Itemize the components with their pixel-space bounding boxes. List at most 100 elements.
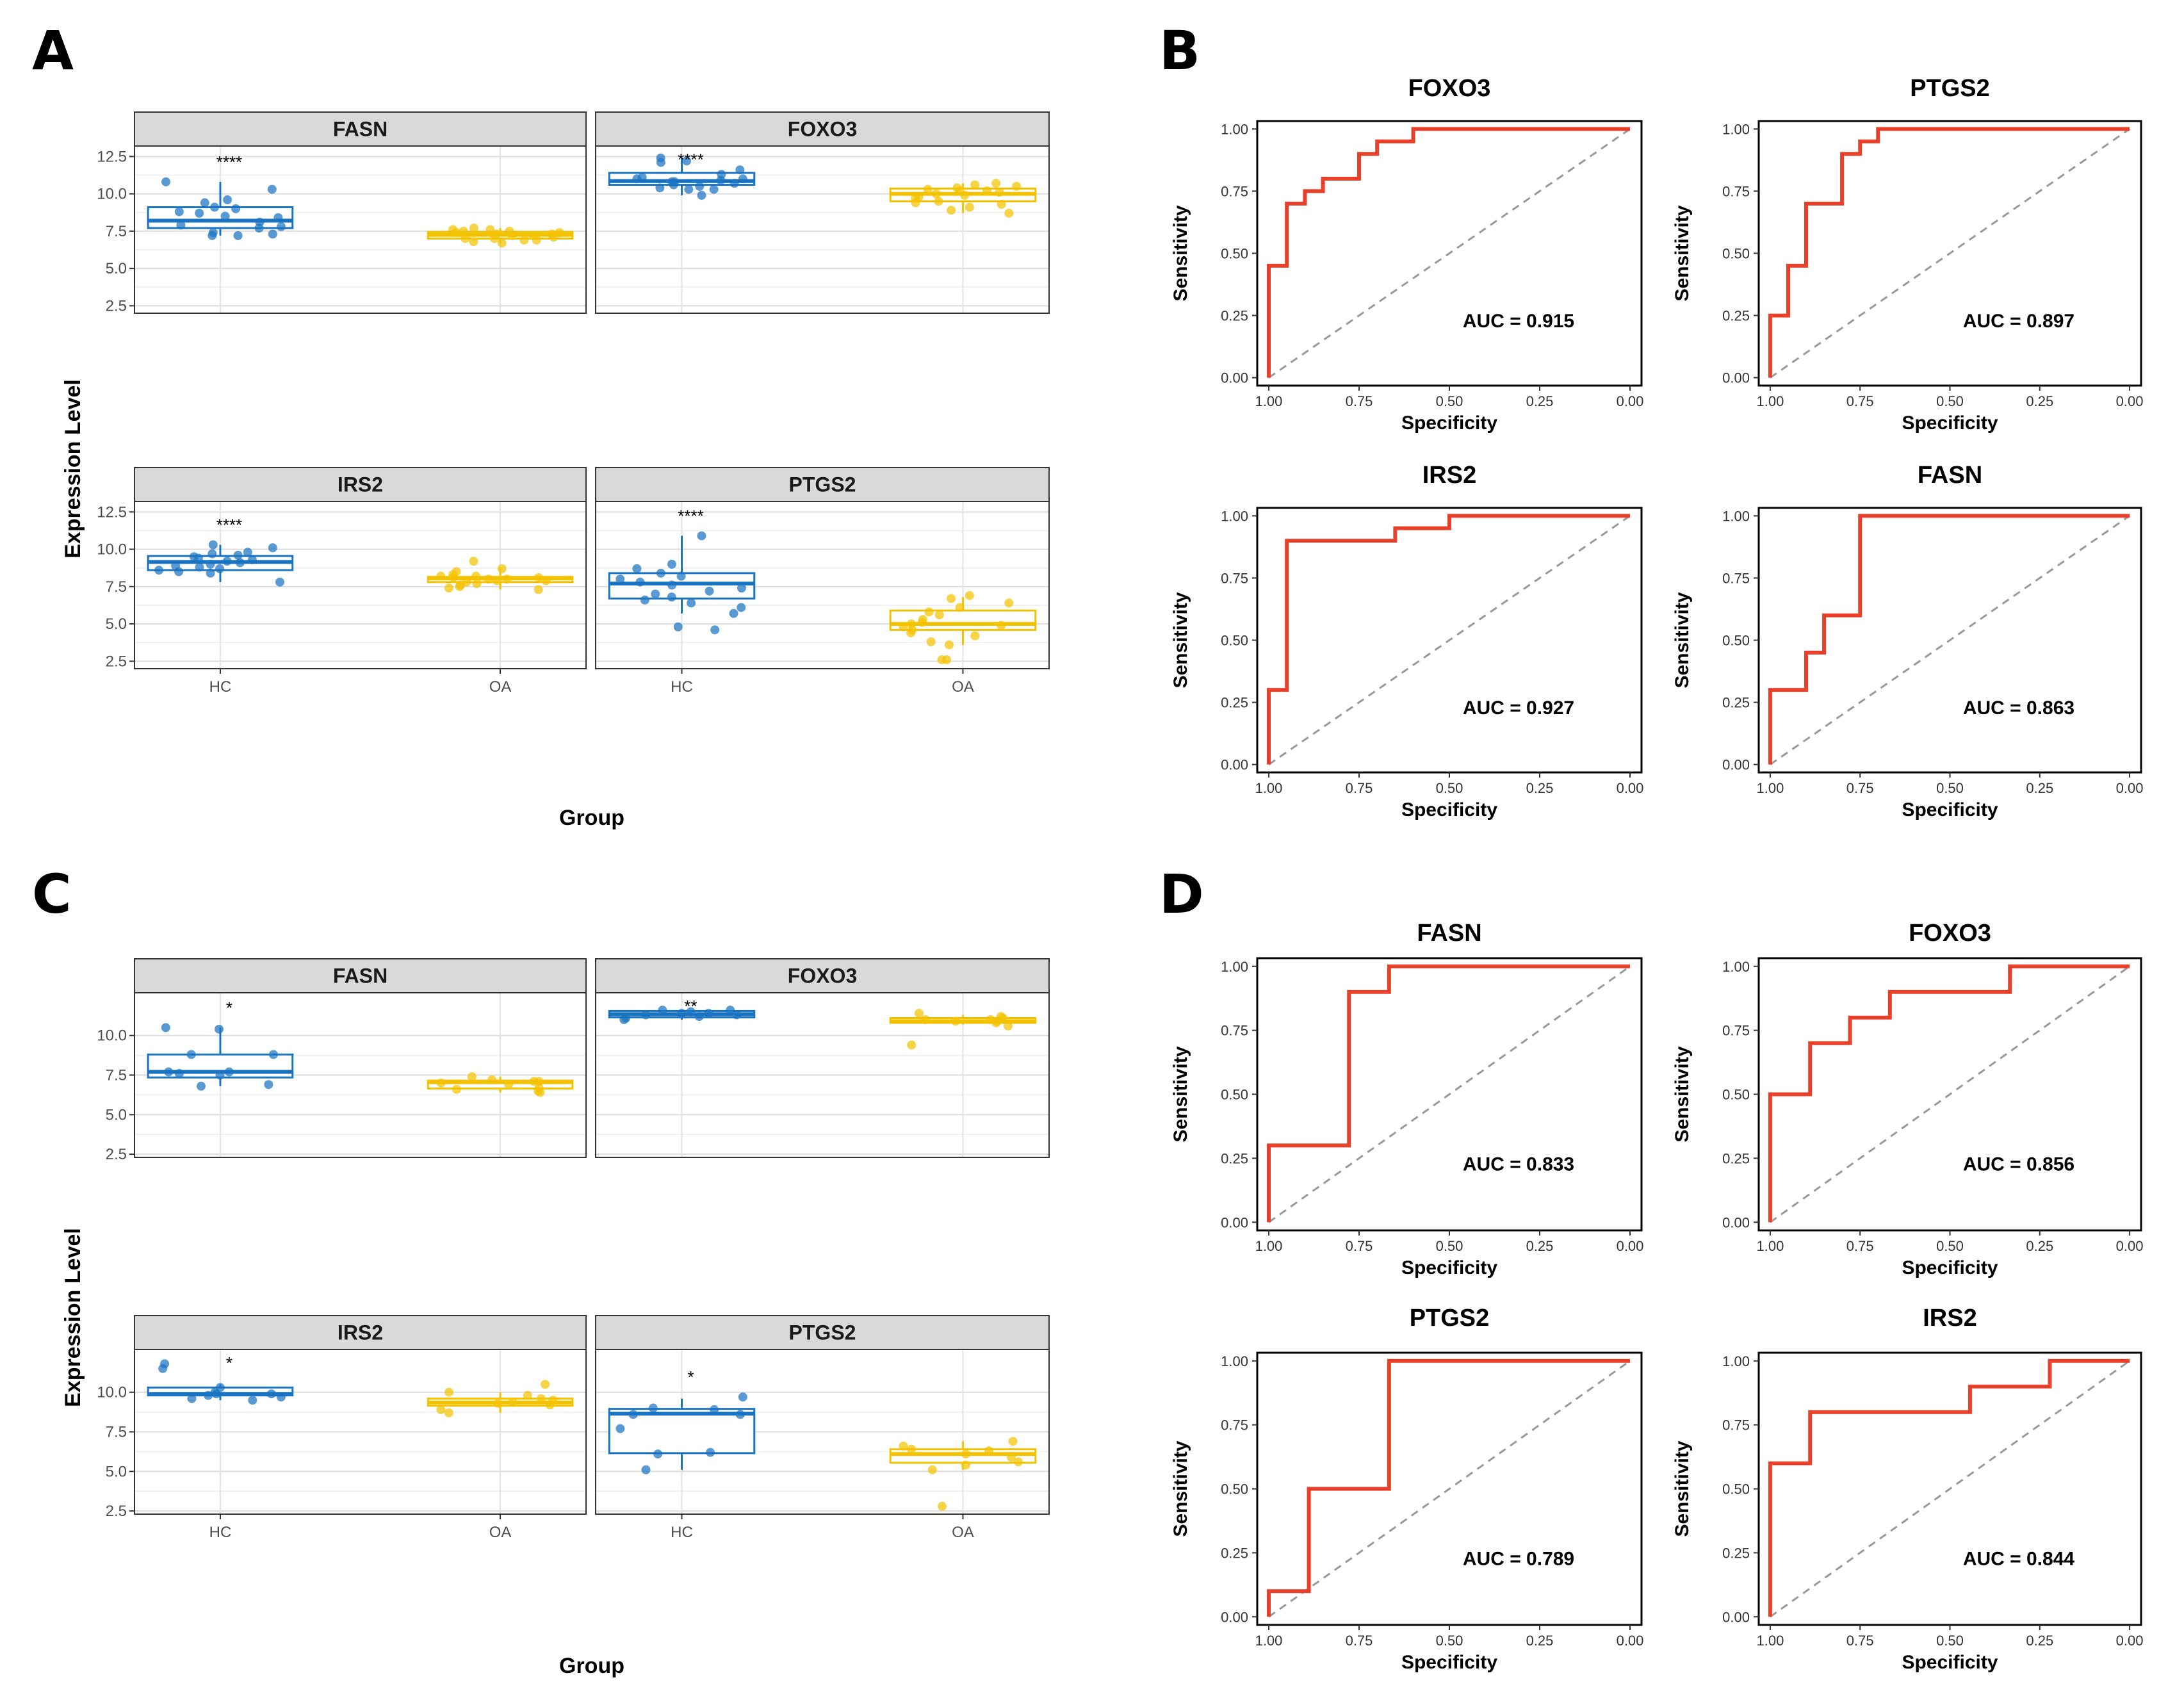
data-point (264, 1080, 273, 1089)
panel-label-C: C (32, 863, 72, 926)
facet-background (596, 146, 1049, 313)
y-tick-label: 0.25 (1722, 308, 1750, 324)
y-tick-label: 0.00 (1722, 1609, 1750, 1625)
data-point (508, 1397, 517, 1407)
data-point (951, 1016, 961, 1026)
data-point (667, 177, 676, 186)
x-tick-label: 0.50 (1436, 780, 1463, 796)
auc-label: AUC = 0.844 (1963, 1549, 2075, 1570)
y-tick-label: 7.5 (106, 1424, 127, 1441)
x-tick-label: 1.00 (1756, 780, 1784, 796)
x-tick-label: OA (952, 1524, 974, 1541)
box-hc (608, 153, 756, 200)
x-tick-label: 0.50 (1436, 1633, 1463, 1649)
data-point (676, 571, 686, 581)
data-point (1003, 1021, 1013, 1031)
y-tick-label: 0.25 (1722, 695, 1750, 711)
y-axis-title: Sensitivity (1170, 205, 1191, 301)
reference-diagonal (1268, 128, 1631, 379)
y-tick-label: 10.0 (97, 1384, 127, 1401)
roc-curve (1267, 964, 1630, 1223)
data-point (208, 540, 218, 550)
facet-title: PTGS2 (789, 473, 856, 496)
data-point (955, 186, 965, 195)
data-point (211, 1389, 221, 1399)
data-point (189, 552, 199, 562)
data-point (235, 558, 245, 567)
box-oa (427, 1072, 574, 1097)
y-tick-label: 0.75 (1221, 1417, 1248, 1433)
x-tick-label: OA (489, 1524, 512, 1541)
data-point (947, 594, 956, 603)
data-point (448, 225, 458, 234)
data-point (208, 231, 217, 240)
y-tick-label: 5.0 (106, 616, 127, 633)
roc-curve (1768, 964, 2130, 1223)
x-axis-title: Group (559, 806, 624, 830)
facet-ptgs2: PTGS2 * HC OA (595, 1315, 1050, 1541)
auc-label: AUC = 0.863 (1963, 698, 2074, 719)
facet-strip (134, 467, 587, 502)
facet-title: IRS2 (338, 473, 383, 496)
roc-title: FASN (1417, 920, 1481, 947)
panel-label-B: B (1159, 19, 1200, 82)
x-tick-label: 0.75 (1846, 1633, 1874, 1649)
data-point (452, 1084, 461, 1094)
reference-diagonal (1268, 515, 1631, 765)
data-point (233, 231, 243, 240)
data-point (537, 1394, 546, 1403)
reference-diagonal (1770, 128, 2130, 379)
x-tick-label: 0.50 (1936, 393, 1964, 409)
facet-title: FASN (333, 965, 387, 988)
box-oa (427, 1380, 574, 1417)
data-point (436, 571, 446, 581)
x-tick-label: HC (671, 678, 693, 696)
data-point (523, 1391, 532, 1400)
y-tick-label: 0.25 (1221, 1150, 1248, 1166)
data-point (682, 156, 692, 166)
roc-title: IRS2 (1923, 1305, 1976, 1332)
x-tick-label: 0.50 (1436, 1238, 1463, 1254)
x-tick-label: 0.75 (1846, 780, 1874, 796)
data-point (541, 576, 551, 585)
y-tick-label: 0.75 (1221, 1023, 1248, 1039)
data-point (436, 1078, 446, 1088)
x-tick-label: OA (952, 678, 974, 696)
data-point (984, 1446, 993, 1456)
data-point (737, 603, 746, 612)
box-oa (889, 179, 1037, 218)
y-tick-label: 1.00 (1221, 121, 1248, 137)
data-point (942, 655, 952, 665)
y-tick-label: 7.5 (106, 1067, 127, 1084)
data-point (615, 1424, 625, 1433)
roc-curve (1267, 127, 1630, 378)
data-point (635, 577, 645, 587)
y-tick-label: 0.25 (1722, 1545, 1750, 1561)
facet-strip (134, 1315, 587, 1350)
y-tick-label: 0.75 (1221, 183, 1248, 199)
x-axis-title: Specificity (1401, 412, 1497, 434)
roc-title: FOXO3 (1408, 75, 1491, 102)
x-tick-label: 0.00 (2116, 780, 2144, 796)
y-tick-label: 1.00 (1722, 959, 1750, 975)
y-axis-title: Sensitivity (1672, 205, 1693, 301)
y-tick-label: 0.75 (1722, 570, 1750, 586)
y-tick-label: 1.00 (1221, 959, 1248, 975)
data-point (276, 1392, 286, 1402)
y-tick-label: 0.25 (1221, 695, 1248, 711)
facet-strip (595, 1315, 1050, 1350)
data-point (648, 1403, 658, 1413)
data-point (1008, 1437, 1018, 1446)
x-tick-label: 1.00 (1756, 393, 1784, 409)
x-tick-label: 0.00 (2116, 1238, 2144, 1254)
y-axis-title: Sensitivity (1672, 1046, 1693, 1142)
data-point (268, 543, 277, 553)
data-point (459, 226, 468, 236)
data-point (906, 1444, 916, 1454)
data-point (673, 622, 683, 632)
facet-fasn: FASN * 2.5 5.0 7.5 10.0 (97, 958, 587, 1163)
data-point (738, 1392, 747, 1402)
data-point (493, 576, 502, 585)
x-axis-title: Specificity (1401, 1652, 1497, 1673)
data-point (619, 1015, 629, 1025)
